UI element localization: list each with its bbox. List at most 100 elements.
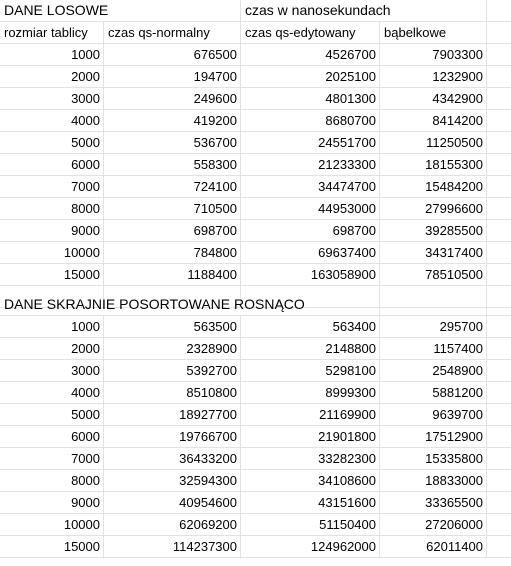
cell-array-size[interactable]: 3000 [0, 360, 104, 381]
cell-bubble-sort[interactable]: 15484200 [380, 176, 487, 197]
cell-qs-normal[interactable]: 114237300 [104, 536, 241, 557]
cell-bubble-sort[interactable]: 5881200 [380, 382, 487, 403]
empty-cell[interactable] [487, 198, 511, 219]
cell-array-size[interactable]: 2000 [0, 338, 104, 359]
empty-cell[interactable] [487, 316, 511, 337]
empty-cell[interactable] [380, 294, 487, 315]
cell-qs-normal[interactable]: 194700 [104, 66, 241, 87]
empty-cell[interactable] [487, 66, 511, 87]
section-title-sorted-data[interactable]: DANE SKRAJNIE POSORTOWANE ROSNĄCO [4, 296, 305, 312]
cell-bubble-sort[interactable]: 17512900 [380, 426, 487, 447]
cell-qs-normal[interactable]: 5392700 [104, 360, 241, 381]
empty-cell[interactable] [0, 286, 104, 307]
cell-qs-edited[interactable]: 51150400 [241, 514, 380, 535]
empty-cell[interactable] [487, 492, 511, 513]
empty-cell[interactable] [487, 0, 511, 21]
cell-qs-edited[interactable]: 2025100 [241, 66, 380, 87]
cell-qs-normal[interactable]: 36433200 [104, 448, 241, 469]
cell-array-size[interactable]: 10000 [0, 514, 104, 535]
cell-bubble-sort[interactable]: 18155300 [380, 154, 487, 175]
empty-cell[interactable] [487, 448, 511, 469]
empty-cell[interactable] [487, 536, 511, 557]
cell-qs-normal[interactable]: 419200 [104, 110, 241, 131]
cell-bubble-sort[interactable]: 8414200 [380, 110, 487, 131]
cell-qs-edited[interactable]: 4801300 [241, 88, 380, 109]
cell-qs-edited[interactable]: 34108600 [241, 470, 380, 491]
cell-qs-normal[interactable]: 563500 [104, 316, 241, 337]
empty-cell[interactable] [487, 294, 511, 315]
cell-array-size[interactable]: 10000 [0, 242, 104, 263]
cell-qs-edited[interactable]: 43151600 [241, 492, 380, 513]
cell-bubble-sort[interactable]: 9639700 [380, 404, 487, 425]
empty-cell[interactable] [487, 132, 511, 153]
cell-bubble-sort[interactable]: 34317400 [380, 242, 487, 263]
cell-bubble-sort[interactable]: 7903300 [380, 44, 487, 65]
cell-bubble-sort[interactable]: 78510500 [380, 264, 487, 285]
cell-qs-edited[interactable]: 8999300 [241, 382, 380, 403]
cell-qs-edited[interactable]: 124962000 [241, 536, 380, 557]
empty-cell[interactable] [487, 338, 511, 359]
cell-bubble-sort[interactable]: 18833000 [380, 470, 487, 491]
empty-cell[interactable] [487, 242, 511, 263]
empty-cell[interactable] [487, 470, 511, 491]
cell-array-size[interactable]: 6000 [0, 426, 104, 447]
cell-qs-edited[interactable]: 163058900 [241, 264, 380, 285]
cell-qs-edited[interactable]: 4526700 [241, 44, 380, 65]
cell-bubble-sort[interactable]: 39285500 [380, 220, 487, 241]
cell-qs-normal[interactable]: 724100 [104, 176, 241, 197]
cell-qs-normal[interactable]: 558300 [104, 154, 241, 175]
cell-qs-normal[interactable]: 18927700 [104, 404, 241, 425]
cell-qs-normal[interactable]: 1188400 [104, 264, 241, 285]
cell-qs-edited[interactable]: 44953000 [241, 198, 380, 219]
units-note[interactable]: czas w nanosekundach [245, 2, 391, 18]
cell-bubble-sort[interactable]: 1232900 [380, 66, 487, 87]
cell-array-size[interactable]: 5000 [0, 404, 104, 425]
cell-array-size[interactable]: 5000 [0, 132, 104, 153]
cell-qs-normal[interactable]: 710500 [104, 198, 241, 219]
cell-qs-edited[interactable]: 21901800 [241, 426, 380, 447]
cell-bubble-sort[interactable]: 1157400 [380, 338, 487, 359]
cell-array-size[interactable]: 4000 [0, 110, 104, 131]
empty-cell[interactable] [241, 294, 380, 315]
cell-bubble-sort[interactable]: 27996600 [380, 198, 487, 219]
cell-array-size[interactable]: 8000 [0, 198, 104, 219]
section-title-random-data[interactable]: DANE LOSOWE [4, 2, 109, 18]
cell-qs-normal[interactable]: 40954600 [104, 492, 241, 513]
cell-qs-normal[interactable]: 249600 [104, 88, 241, 109]
cell-array-size[interactable]: 15000 [0, 536, 104, 557]
cell-bubble-sort[interactable]: 2548900 [380, 360, 487, 381]
header-array-size[interactable]: rozmiar tablicy [0, 22, 104, 43]
cell-qs-edited[interactable]: 698700 [241, 220, 380, 241]
cell-qs-edited[interactable]: 24551700 [241, 132, 380, 153]
cell-qs-normal[interactable]: 784800 [104, 242, 241, 263]
empty-cell[interactable] [104, 294, 241, 315]
cell-array-size[interactable]: 15000 [0, 264, 104, 285]
cell-array-size[interactable]: 9000 [0, 220, 104, 241]
header-qs-edited[interactable]: czas qs-edytowany [241, 22, 380, 43]
cell-qs-normal[interactable]: 8510800 [104, 382, 241, 403]
cell-qs-edited[interactable]: 5298100 [241, 360, 380, 381]
cell-array-size[interactable]: 6000 [0, 154, 104, 175]
cell-qs-edited[interactable]: 69637400 [241, 242, 380, 263]
cell-qs-normal[interactable]: 32594300 [104, 470, 241, 491]
cell-array-size[interactable]: 3000 [0, 88, 104, 109]
cell-qs-edited[interactable]: 33282300 [241, 448, 380, 469]
cell-bubble-sort[interactable]: 15335800 [380, 448, 487, 469]
cell-qs-normal[interactable]: 62069200 [104, 514, 241, 535]
cell-bubble-sort[interactable]: 62011400 [380, 536, 487, 557]
cell-bubble-sort[interactable]: 4342900 [380, 88, 487, 109]
cell-qs-normal[interactable]: 698700 [104, 220, 241, 241]
cell-qs-normal[interactable]: 19766700 [104, 426, 241, 447]
empty-cell[interactable] [487, 154, 511, 175]
cell-array-size[interactable]: 9000 [0, 492, 104, 513]
cell-qs-normal[interactable]: 536700 [104, 132, 241, 153]
empty-cell[interactable] [487, 22, 511, 43]
empty-cell[interactable] [104, 0, 241, 21]
cell-bubble-sort[interactable]: 295700 [380, 316, 487, 337]
empty-cell[interactable] [487, 88, 511, 109]
header-qs-normal[interactable]: czas qs-normalny [104, 22, 241, 43]
cell-array-size[interactable]: 8000 [0, 470, 104, 491]
cell-qs-edited[interactable]: 21233300 [241, 154, 380, 175]
empty-cell[interactable] [487, 176, 511, 197]
cell-qs-normal[interactable]: 676500 [104, 44, 241, 65]
